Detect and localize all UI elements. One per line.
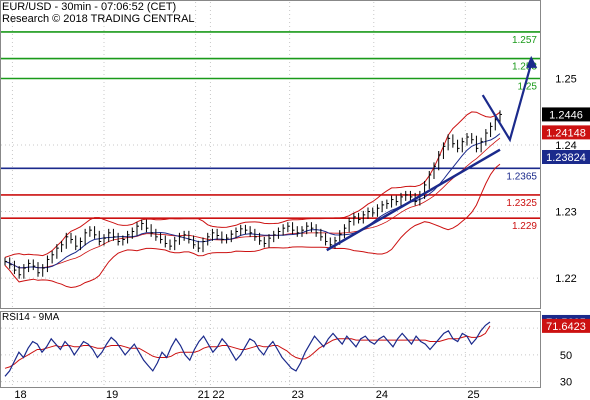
rsi-panel-title: RSI14 - 9MA — [2, 312, 60, 323]
trendline-group — [326, 55, 538, 252]
ma-long — [4, 137, 501, 269]
ma-short — [4, 133, 501, 269]
level-label: 1.2325 — [506, 198, 537, 209]
band-upper-tag: 1.24148 — [546, 127, 586, 139]
time-axis-tick-label: 24 — [376, 389, 388, 400]
price-axis-tick-label: 1.23 — [555, 207, 576, 219]
rsi-gridlines — [1, 312, 540, 387]
projection-arrowhead — [526, 55, 538, 68]
time-axis-tick-label: 25 — [467, 389, 479, 400]
price-axis-tick-label: 1.24 — [555, 140, 576, 152]
rsi-line — [4, 321, 491, 377]
ma-tag-bg — [542, 149, 590, 164]
price-axis-tick-label: 1.25 — [555, 74, 576, 86]
moving-averages — [4, 133, 501, 269]
axis-labels: 1.221.231.241.2530507018192122232425 — [14, 74, 576, 400]
bollinger-bands — [4, 111, 501, 289]
trendline — [326, 148, 501, 252]
ma-tag: 1.23824 — [546, 152, 586, 164]
price-gridlines — [1, 2, 540, 308]
level-label: 1.229 — [512, 221, 537, 232]
level-label: 1.253 — [512, 62, 537, 73]
time-axis-tick-label: 23 — [292, 389, 304, 400]
projection-path — [481, 59, 534, 143]
price-levels: 1.257 1.253 1.25 1.2365 1.2325 1.229 — [1, 31, 540, 232]
time-axis-tick-label: 21 — [198, 389, 210, 400]
rsi-ma-line — [4, 325, 491, 369]
time-axis-tick-label: 18 — [14, 389, 26, 400]
price-panel-frame — [0, 0, 541, 309]
rsi-ma-tag-bg — [542, 318, 590, 333]
last-price-tag: 1.2446 — [549, 109, 583, 121]
band-upper-tag-bg — [542, 125, 590, 140]
price-series — [4, 110, 502, 279]
chart-header-title: EUR/USD - 30min - 07:06:52 (CET) — [2, 1, 177, 13]
level-label: 1.25 — [518, 82, 538, 93]
level-label: 1.2365 — [506, 171, 537, 182]
rsi-panel-frame — [0, 311, 541, 388]
time-axis-tick-label: 19 — [106, 389, 118, 400]
rsi-ma-tag: 71.6423 — [546, 321, 586, 333]
rsi-series — [4, 321, 491, 377]
rsi-axis-tick-label: 50 — [560, 350, 572, 362]
last-price-tag-bg — [542, 107, 590, 122]
time-axis-tick-label: 22 — [212, 389, 224, 400]
chart-header-copyright: Research © 2018 TRADING CENTRAL — [2, 13, 195, 25]
rsi-axis-tick-label: 30 — [560, 377, 572, 389]
band-upper — [4, 111, 501, 258]
level-label: 1.257 — [512, 35, 537, 46]
price-axis-tick-label: 1.22 — [555, 273, 576, 285]
band-lower — [4, 163, 501, 289]
